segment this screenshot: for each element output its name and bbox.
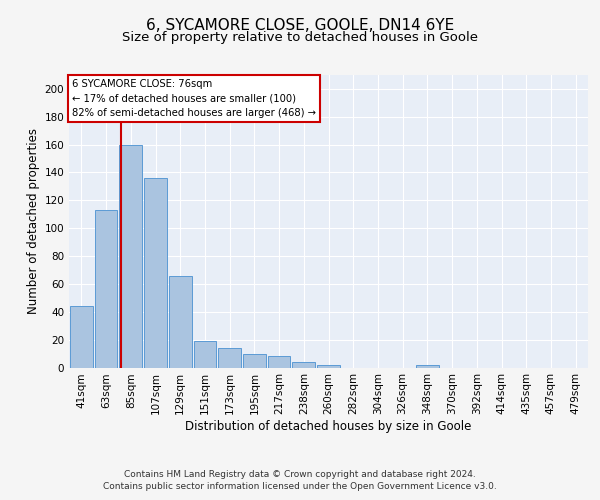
Bar <box>218 348 241 368</box>
Bar <box>416 364 439 368</box>
Bar <box>292 362 315 368</box>
Text: 6 SYCAMORE CLOSE: 76sqm
← 17% of detached houses are smaller (100)
82% of semi-d: 6 SYCAMORE CLOSE: 76sqm ← 17% of detache… <box>71 80 316 118</box>
Text: 6, SYCAMORE CLOSE, GOOLE, DN14 6YE: 6, SYCAMORE CLOSE, GOOLE, DN14 6YE <box>146 18 454 32</box>
Bar <box>243 354 266 368</box>
Bar <box>119 144 142 368</box>
Bar <box>194 341 216 367</box>
Bar <box>70 306 93 368</box>
Text: Contains HM Land Registry data © Crown copyright and database right 2024.
Contai: Contains HM Land Registry data © Crown c… <box>103 470 497 491</box>
X-axis label: Distribution of detached houses by size in Goole: Distribution of detached houses by size … <box>185 420 472 433</box>
Text: Size of property relative to detached houses in Goole: Size of property relative to detached ho… <box>122 31 478 44</box>
Bar <box>268 356 290 368</box>
Bar <box>169 276 191 368</box>
Bar <box>95 210 118 368</box>
Bar <box>317 364 340 368</box>
Bar <box>144 178 167 368</box>
Y-axis label: Number of detached properties: Number of detached properties <box>27 128 40 314</box>
